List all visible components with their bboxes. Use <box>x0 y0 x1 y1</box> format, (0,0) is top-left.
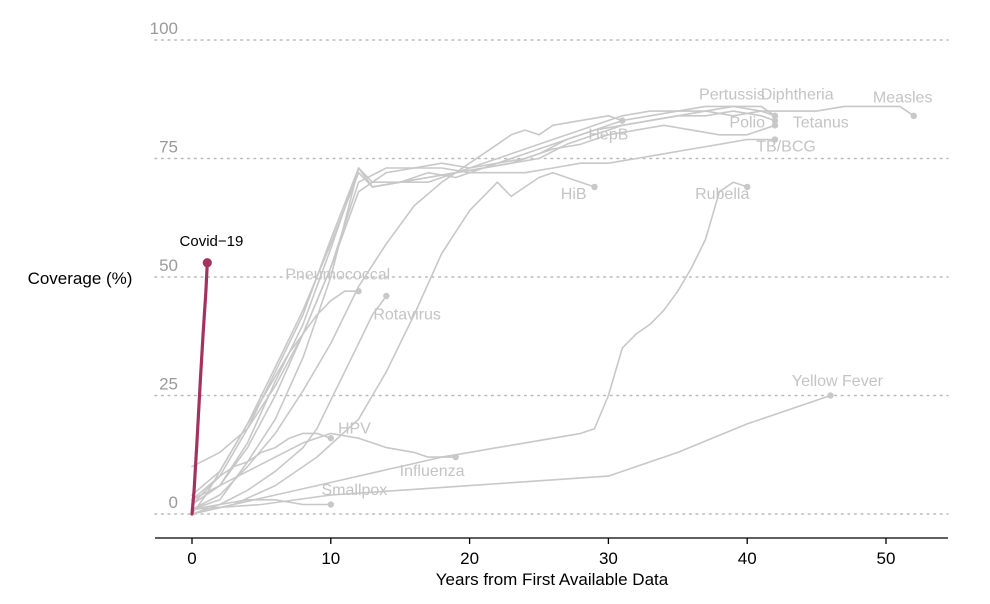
series-end-point-hepb <box>619 117 626 124</box>
series-line-covid-19 <box>190 261 209 516</box>
series-end-point-hib <box>591 183 598 191</box>
y-tick-label-50: 50 <box>159 256 178 275</box>
highlight-series: Covid−19 <box>180 233 244 516</box>
x-tick-label-0: 0 <box>187 549 196 568</box>
series-end-point-covid-19 <box>202 258 212 268</box>
series-label-covid-19: Covid−19 <box>180 233 244 250</box>
background-series <box>191 105 917 515</box>
series-label-tb-bcg: TB/BCG <box>756 138 816 155</box>
x-tick-label-10: 10 <box>321 549 340 568</box>
series-label-measles: Measles <box>873 90 933 107</box>
series-line-rubella <box>191 181 749 515</box>
series-label-pertussis: Pertussis <box>699 86 765 103</box>
series-label-tetanus: Tetanus <box>793 115 849 132</box>
series-end-point-yellow-fever <box>827 392 834 399</box>
y-tick-label-100: 100 <box>150 19 178 38</box>
series-line-diphtheria <box>191 105 776 501</box>
series-line-smallpox <box>191 498 332 511</box>
series-label-diphtheria: Diphtheria <box>761 86 834 103</box>
y-axis-title: Coverage (%) <box>28 269 133 288</box>
series-end-point-tetanus <box>771 117 779 124</box>
series-line-hpv <box>191 432 332 506</box>
series-label-pneumococcal: Pneumococcal <box>285 266 390 283</box>
series-label-rotavirus: Rotavirus <box>373 307 441 324</box>
series-line-yellow-fever <box>191 394 832 511</box>
series-label-polio: Polio <box>729 115 765 132</box>
x-axis: 0 10 20 30 40 50 <box>155 537 948 568</box>
y-tick-label-25: 25 <box>159 375 178 394</box>
series-line-tetanus <box>191 110 776 496</box>
series-label-hpv: HPV <box>338 420 371 437</box>
series-end-point-rotavirus <box>383 292 390 300</box>
series-end-point-polio <box>771 122 779 129</box>
series-line-hib <box>191 171 596 515</box>
series-end-point-influenza <box>452 453 459 461</box>
series-label-influenza: Influenza <box>400 463 465 480</box>
x-tick-label-20: 20 <box>460 549 479 568</box>
series-line-hepb <box>191 115 624 511</box>
series-line-pneumococcal <box>191 290 360 515</box>
series-end-point-hpv <box>327 434 334 442</box>
x-tick-label-40: 40 <box>738 549 757 568</box>
series-end-point-diphtheria <box>771 112 779 120</box>
y-gridlines <box>154 39 949 515</box>
series-end-point-smallpox <box>327 501 334 508</box>
y-tick-labels: 0 25 50 75 100 <box>150 19 178 512</box>
series-line-influenza <box>191 432 457 501</box>
series-label-rubella: Rubella <box>695 186 749 203</box>
series-label-yellow-fever: Yellow Fever <box>792 373 884 390</box>
x-tick-label-50: 50 <box>877 549 896 568</box>
series-label-smallpox: Smallpox <box>321 482 387 499</box>
y-tick-label-0: 0 <box>169 493 178 512</box>
y-tick-label-75: 75 <box>159 138 178 157</box>
series-end-point-tb-bcg <box>771 136 779 143</box>
series-line-tb-bcg <box>191 138 776 468</box>
series-line-rotavirus <box>191 295 388 515</box>
series-label-hib: HiB <box>561 186 587 203</box>
series-line-measles <box>191 105 915 511</box>
series-line-polio <box>191 124 776 506</box>
x-tick-label-30: 30 <box>599 549 618 568</box>
series-end-point-rubella <box>744 183 751 191</box>
series-end-point-measles <box>910 112 917 120</box>
series-end-point-pneumococcal <box>355 288 362 295</box>
x-axis-title: Years from First Available Data <box>436 570 669 589</box>
series-label-hepb: HepB <box>588 127 628 144</box>
